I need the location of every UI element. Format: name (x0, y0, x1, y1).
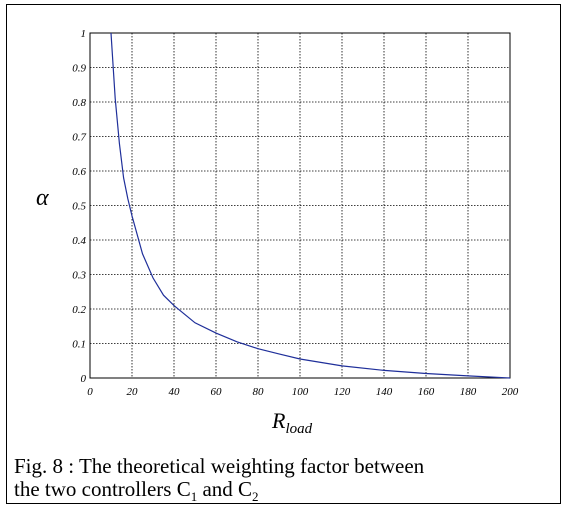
x-tick-label: 100 (292, 386, 309, 398)
y-tick-label: 0.2 (72, 304, 86, 316)
x-tick-label: 160 (418, 386, 435, 398)
x-tick-label: 60 (211, 386, 223, 398)
y-tick-label: 0.3 (72, 270, 86, 282)
figure-frame (6, 4, 561, 504)
x-tick-label: 40 (169, 386, 181, 398)
x-tick-label: 80 (253, 386, 265, 398)
plot-area-border (89, 32, 511, 379)
y-tick-label: 0.8 (72, 97, 86, 109)
caption-line-1: Fig. 8 : The theoretical weighting facto… (14, 454, 425, 478)
y-tick-label: 0.5 (72, 201, 86, 213)
x-tick-label: 20 (127, 386, 139, 398)
x-tick-label: 180 (460, 386, 477, 398)
y-tick-label: 0.1 (72, 339, 86, 351)
y-tick-label: 0 (81, 373, 87, 385)
x-axis-label: Rload (271, 408, 313, 437)
x-tick-label: 120 (334, 386, 351, 398)
y-tick-label: 0.7 (72, 132, 86, 144)
y-tick-label: 0.4 (72, 235, 86, 247)
y-axis-label: α (36, 185, 49, 211)
caption-line-2: the two controllers C1 and C2 (14, 477, 259, 505)
y-tick-label: 0.9 (72, 63, 86, 75)
x-tick-labels: 0 20 40 60 80 100 120 140 160 180 200 (87, 386, 519, 398)
x-tick-label: 0 (87, 386, 93, 398)
alpha-curve (110, 32, 511, 379)
x-tick-label: 200 (502, 386, 519, 398)
weighting-factor-chart: 0 20 40 60 80 100 120 140 160 180 200 0 0.1 0.2 0.3 0.… (36, 28, 519, 437)
y-tick-label: 1 (81, 28, 87, 40)
y-tick-label: 0.6 (72, 166, 86, 178)
x-tick-label: 140 (376, 386, 393, 398)
figure-caption: Fig. 8 : The theoretical weighting facto… (14, 455, 554, 508)
grid (90, 33, 510, 378)
y-tick-labels: 0 0.1 0.2 0.3 0.4 0.5 0.6 0.7 0.8 0.9 1 (72, 28, 86, 385)
